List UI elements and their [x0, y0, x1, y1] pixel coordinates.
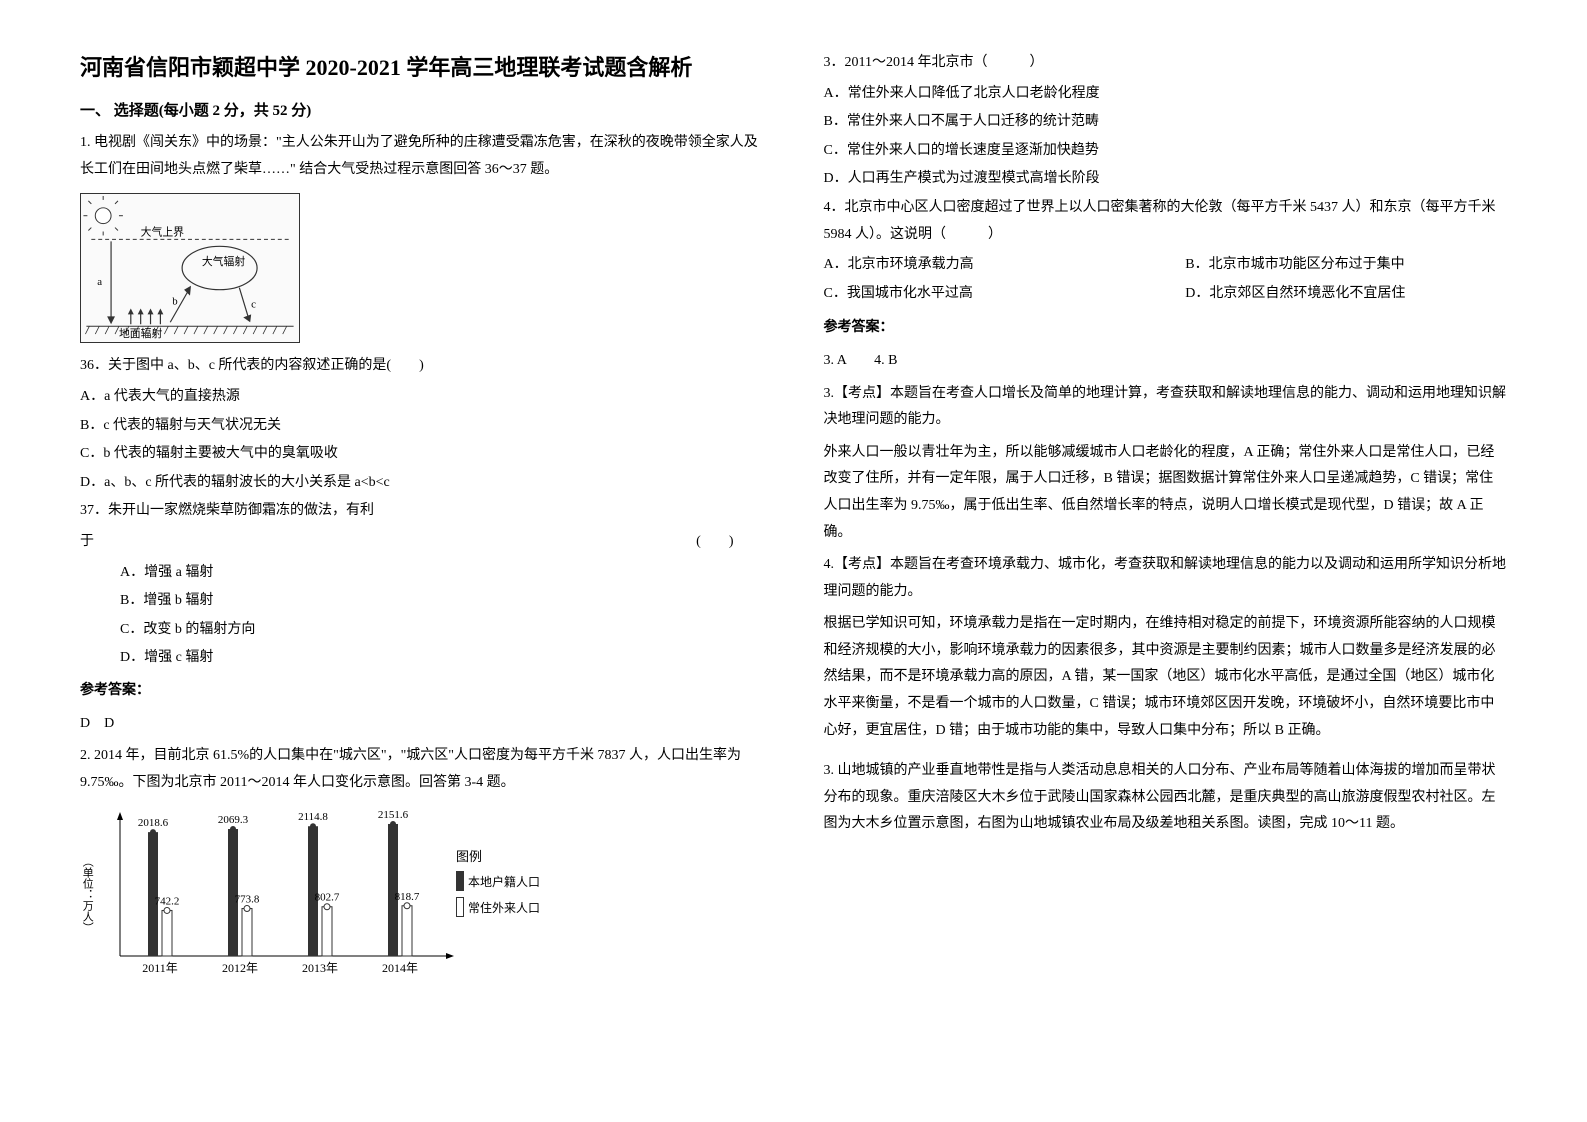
q4-option-b: B．北京市城市功能区分布过于集中 — [1185, 252, 1507, 279]
svg-text:2069.3: 2069.3 — [218, 814, 249, 826]
q3-option-c: C．常住外来人口的增长速度呈逐渐加快趋势 — [824, 138, 1508, 165]
label-b: b — [172, 296, 178, 308]
q3-option-a: A．常住外来人口降低了北京人口老龄化程度 — [824, 81, 1508, 108]
q3-stem: 3．2011～2014 年北京市（ ） — [824, 50, 1508, 77]
q36-stem: 36．关于图中 a、b、c 所代表的内容叙述正确的是( ) — [80, 353, 764, 380]
legend-label-2: 常住外来人口 — [468, 899, 540, 916]
section-heading: 一、 选择题(每小题 2 分，共 52 分) — [80, 99, 764, 120]
legend-label-1: 本地户籍人口 — [468, 873, 540, 890]
explanation-4-title: 4.【考点】本题旨在考查环境承载力、城市化，考查获取和解读地理信息的能力以及调动… — [824, 552, 1508, 605]
label-c: c — [251, 299, 256, 311]
svg-text:2114.8: 2114.8 — [298, 812, 328, 824]
svg-text:773.8: 773.8 — [235, 894, 260, 906]
q37-blank: ( ) — [696, 529, 733, 556]
q37-stem-1: 37．朱开山一家燃烧柴草防御霜冻的做法，有利 — [80, 498, 764, 525]
svg-text:2012年: 2012年 — [222, 961, 258, 975]
q36-option-a: A．a 代表大气的直接热源 — [80, 384, 764, 411]
legend-swatch-2 — [456, 897, 464, 917]
label-upper: 大气上界 — [141, 225, 185, 239]
q4-option-d: D．北京郊区自然环境恶化不宜居住 — [1185, 281, 1507, 308]
svg-text:802.7: 802.7 — [315, 892, 340, 904]
svg-text:2151.6: 2151.6 — [378, 809, 409, 821]
chart-legend: 图例 本地户籍人口 常住外来人口 — [456, 846, 540, 923]
legend-title: 图例 — [456, 846, 540, 865]
q37-option-b: B．增强 b 辐射 — [120, 588, 764, 615]
legend-item-1: 本地户籍人口 — [456, 871, 540, 891]
ground-hatch — [85, 327, 286, 335]
q3-option-b: B．常住外来人口不属于人口迁移的统计范畴 — [824, 109, 1508, 136]
q4-option-c: C．我国城市化水平过高 — [824, 281, 1146, 308]
population-chart: （单位：万人） 2018.6 742.2 2011年 2069.3 773.8 2012年… — [80, 806, 540, 976]
q3-option-d: D．人口再生产模式为过渡型模式高增长阶段 — [824, 166, 1508, 193]
answer-label-2: 参考答案： — [824, 315, 1508, 342]
q36-option-b: B．c 代表的辐射与天气状况无关 — [80, 413, 764, 440]
document-title: 河南省信阳市颖超中学 2020-2021 学年高三地理联考试题含解析 — [80, 50, 764, 85]
left-column: 河南省信阳市颖超中学 2020-2021 学年高三地理联考试题含解析 一、 选择… — [80, 50, 764, 986]
question-3-next: 3. 山地城镇的产业垂直地带性是指与人类活动息息相关的人口分布、产业布局等随着山… — [824, 758, 1508, 838]
q4-option-a: A．北京市环境承载力高 — [824, 252, 1146, 279]
answer-1: D D — [80, 711, 764, 738]
answer-2: 3. A 4. B — [824, 348, 1508, 375]
svg-text:742.2: 742.2 — [155, 896, 180, 908]
explanation-3-body: 外来人口一般以青壮年为主，所以能够减缓城市人口老龄化的程度，A 正确；常住外来人… — [824, 440, 1508, 546]
atmosphere-diagram: 大气上界 大气辐射 a b c — [80, 193, 300, 343]
q36-option-c: C．b 代表的辐射主要被大气中的臭氧吸收 — [80, 441, 764, 468]
svg-text:2018.6: 2018.6 — [138, 817, 169, 829]
upward-arrows — [128, 309, 164, 325]
q36-option-d: D．a、b、c 所代表的辐射波长的大小关系是 a<b<c — [80, 470, 764, 497]
q37-option-d: D．增强 c 辐射 — [120, 645, 764, 672]
svg-text:2013年: 2013年 — [302, 961, 338, 975]
label-a: a — [97, 276, 102, 288]
label-radiation: 大气辐射 — [202, 254, 246, 268]
q37-option-a: A．增强 a 辐射 — [120, 560, 764, 587]
explanation-4-body: 根据已学知识可知，环境承载力是指在一定时期内，在维持相对稳定的前提下，环境资源所… — [824, 611, 1508, 744]
svg-text:2014年: 2014年 — [382, 961, 418, 975]
svg-text:818.7: 818.7 — [395, 891, 420, 903]
question-1-intro: 1. 电视剧《闯关东》中的场景："主人公朱开山为了避免所种的庄稼遭受霜冻危害，在… — [80, 130, 764, 183]
q4-stem: 4．北京市中心区人口密度超过了世界上以人口密集著称的大伦敦（每平方千米 5437… — [824, 195, 1508, 248]
q37-option-c: C．改变 b 的辐射方向 — [120, 617, 764, 644]
label-ground: 地面辐射 — [119, 326, 163, 340]
y-axis-label: （单位：万人） — [80, 856, 93, 933]
question-2-intro: 2. 2014 年，目前北京 61.5%的人口集中在"城六区"，"城六区"人口密… — [80, 743, 764, 796]
sun-icon — [83, 196, 122, 235]
answer-label-1: 参考答案： — [80, 678, 764, 705]
svg-text:2011年: 2011年 — [142, 961, 178, 975]
right-column: 3．2011～2014 年北京市（ ） A．常住外来人口降低了北京人口老龄化程度… — [824, 50, 1508, 986]
legend-item-2: 常住外来人口 — [456, 897, 540, 917]
explanation-3-title: 3.【考点】本题旨在考查人口增长及简单的地理计算，考查获取和解读地理信息的能力、… — [824, 381, 1508, 434]
q37-stem-2: 于 — [80, 529, 94, 556]
legend-swatch-1 — [456, 871, 464, 891]
